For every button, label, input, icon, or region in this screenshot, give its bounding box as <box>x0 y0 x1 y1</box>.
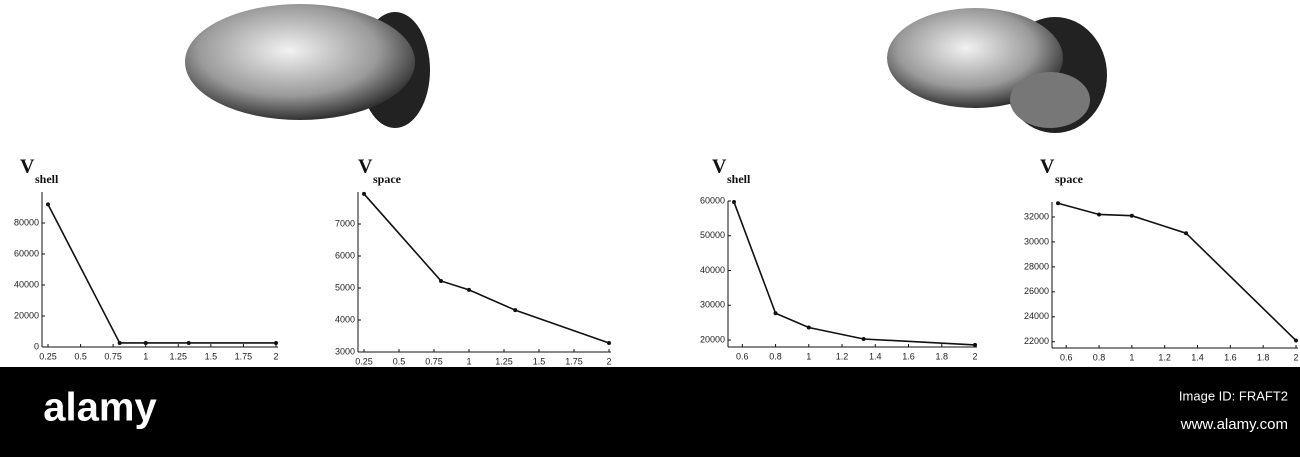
data-point <box>513 308 518 313</box>
y-tick-label: 40000 <box>14 279 39 289</box>
data-point <box>1184 231 1189 236</box>
x-tick-label: 1.25 <box>495 356 513 366</box>
x-tick-label: 0.6 <box>1060 352 1073 362</box>
y-tick-label: 32000 <box>1024 211 1049 221</box>
data-point <box>1097 212 1102 217</box>
y-tick-label: 0 <box>34 341 39 351</box>
x-tick-label: 0.5 <box>74 351 87 361</box>
x-tick-label: 0.75 <box>425 356 443 366</box>
data-point <box>1129 213 1134 218</box>
image-id: Image ID: FRAFT2 <box>1179 388 1288 403</box>
y-tick-label: 5000 <box>335 282 355 292</box>
chart-title-sub: shell <box>727 172 751 186</box>
data-point <box>806 325 811 330</box>
chart-title-sub: space <box>1055 172 1084 186</box>
x-tick-label: 0.25 <box>355 356 373 366</box>
data-point <box>861 337 866 342</box>
data-point <box>773 311 778 316</box>
x-tick-label: 2 <box>273 351 278 361</box>
data-line <box>363 193 610 344</box>
x-tick-label: 1.5 <box>533 356 546 366</box>
x-tick-label: 0.8 <box>1093 352 1106 362</box>
data-point <box>274 340 278 345</box>
x-tick-label: 2 <box>972 351 977 361</box>
data-line <box>733 201 976 346</box>
data-point <box>467 287 471 292</box>
y-tick-label: 20000 <box>700 334 725 344</box>
x-tick-label: 1.25 <box>170 351 188 361</box>
data-point <box>46 202 50 207</box>
y-tick-label: 4000 <box>335 314 355 324</box>
x-tick-label: 1 <box>806 351 811 361</box>
data-point <box>1294 338 1298 343</box>
data-point <box>732 200 736 205</box>
x-tick-label: 1.4 <box>1191 352 1204 362</box>
x-tick-label: 1.75 <box>565 356 583 366</box>
x-tick-label: 0.25 <box>39 351 57 361</box>
x-tick-label: 1.8 <box>1257 352 1270 362</box>
data-point <box>143 340 148 345</box>
x-tick-label: 0.6 <box>736 351 749 361</box>
x-tick-label: 1 <box>466 356 471 366</box>
y-tick-label: 60000 <box>700 195 725 205</box>
y-tick-label: 7000 <box>335 218 355 228</box>
data-line <box>1057 202 1297 342</box>
data-point <box>362 191 366 196</box>
y-tick-label: 30000 <box>700 300 725 310</box>
data-point <box>117 340 122 345</box>
y-tick-label: 50000 <box>700 230 725 240</box>
y-tick-label: 40000 <box>700 265 725 275</box>
x-tick-label: 0.8 <box>769 351 782 361</box>
url: www.alamy.com <box>1180 416 1288 433</box>
footer-band <box>0 367 1300 457</box>
chart-title: V <box>358 156 373 178</box>
y-tick-label: 60000 <box>14 248 39 258</box>
chart-title: V <box>20 156 35 178</box>
logo: alamy <box>43 386 157 430</box>
data-point <box>1056 201 1060 206</box>
y-tick-label: 6000 <box>335 250 355 260</box>
y-tick-label: 80000 <box>14 217 39 227</box>
shape-left <box>185 4 430 128</box>
x-tick-label: 2 <box>606 356 611 366</box>
data-point <box>186 340 191 345</box>
data-line <box>47 204 276 344</box>
chart-title: V <box>712 156 727 178</box>
x-tick-label: 0.75 <box>104 351 122 361</box>
chart-title-sub: shell <box>35 172 59 186</box>
x-tick-label: 1.6 <box>1224 352 1237 362</box>
y-tick-label: 30000 <box>1024 236 1049 246</box>
y-tick-label: 28000 <box>1024 261 1049 271</box>
x-tick-label: 1.5 <box>205 351 218 361</box>
data-point <box>607 341 611 346</box>
x-tick-label: 1.8 <box>936 351 949 361</box>
x-tick-label: 1.75 <box>235 351 253 361</box>
y-tick-label: 24000 <box>1024 311 1049 321</box>
y-tick-label: 22000 <box>1024 336 1049 346</box>
x-tick-label: 2 <box>1293 352 1298 362</box>
x-tick-label: 1.2 <box>1158 352 1171 362</box>
data-point <box>439 278 443 283</box>
x-tick-label: 1 <box>1129 352 1134 362</box>
data-point <box>973 342 977 347</box>
y-tick-label: 3000 <box>335 346 355 356</box>
shape-right <box>887 8 1107 133</box>
y-tick-label: 26000 <box>1024 286 1049 296</box>
x-tick-label: 1 <box>143 351 148 361</box>
x-tick-label: 1.4 <box>869 351 882 361</box>
chart-title-sub: space <box>373 172 402 186</box>
y-tick-label: 20000 <box>14 310 39 320</box>
x-tick-label: 0.5 <box>393 356 406 366</box>
x-tick-label: 1.2 <box>836 351 849 361</box>
x-tick-label: 1.6 <box>902 351 915 361</box>
chart-title: V <box>1040 156 1055 178</box>
